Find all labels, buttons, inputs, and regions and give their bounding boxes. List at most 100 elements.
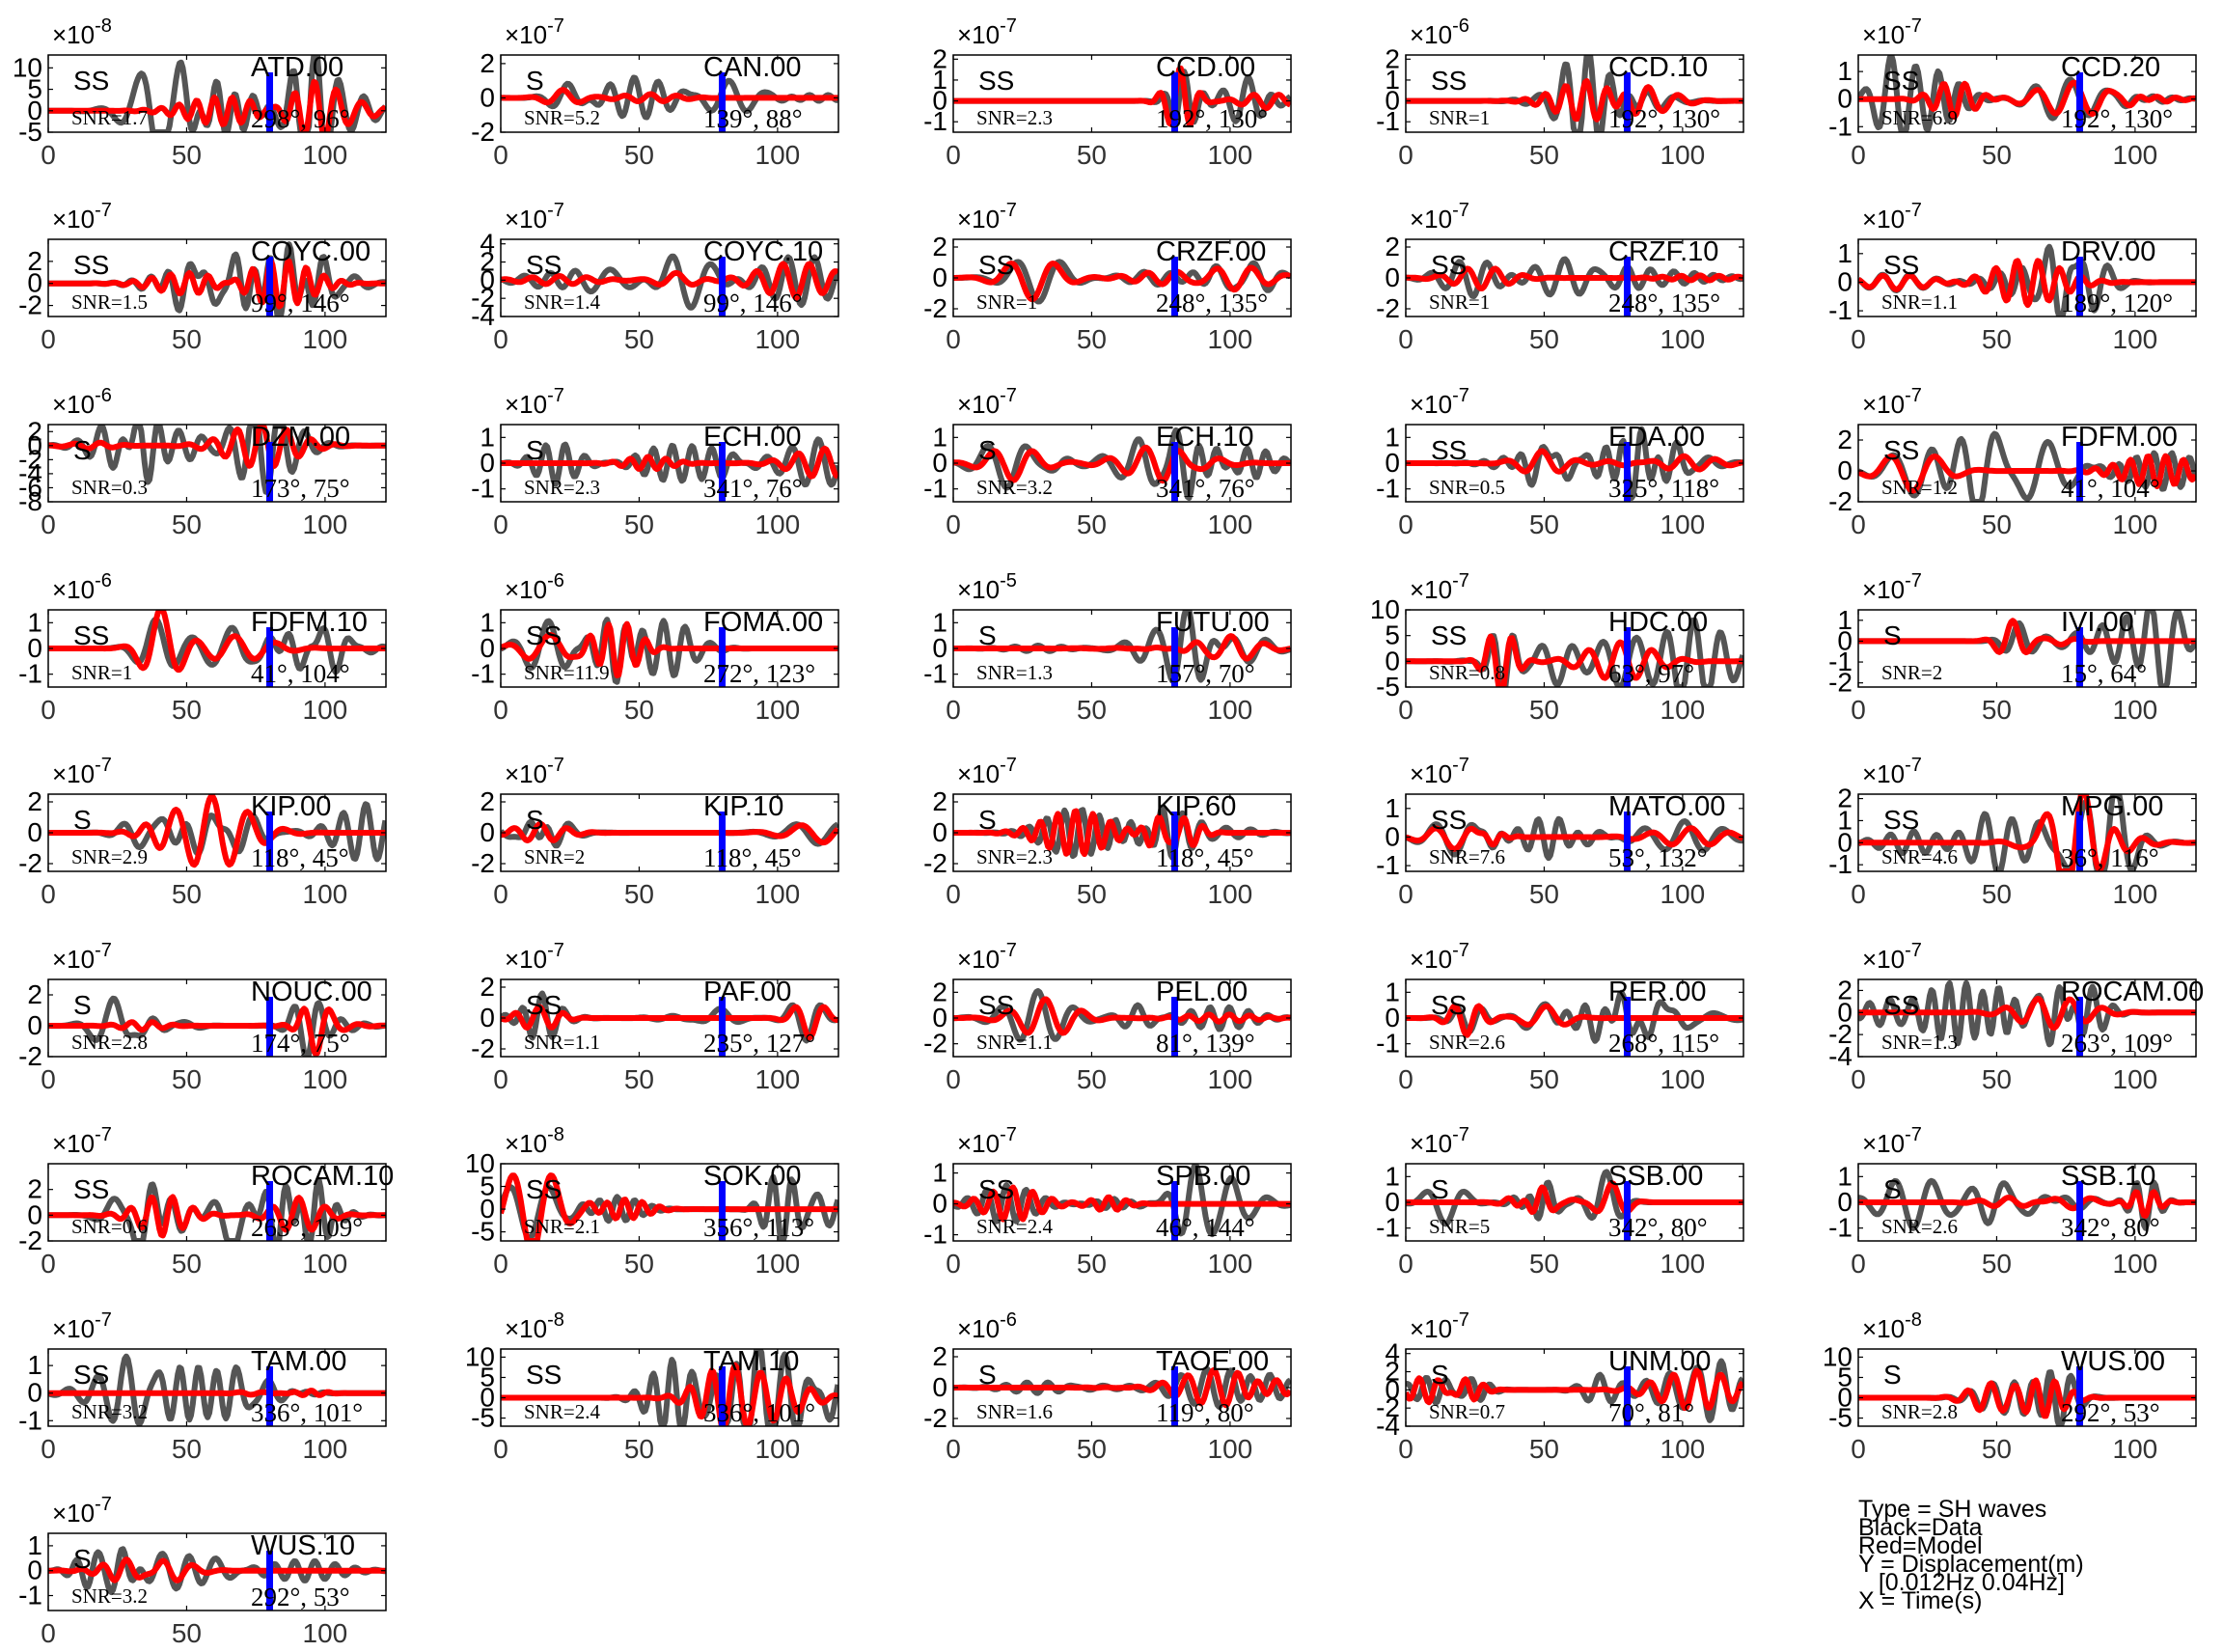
y-tick-label: 10 [1370,594,1400,624]
y-tick-label: -1 [923,474,947,504]
y-tick-label: -2 [18,290,42,320]
y-tick-label: -2 [923,1029,947,1059]
x-tick-label: 100 [755,695,801,725]
model-trace [501,1004,838,1041]
y-exponent-label: ×10-8 [505,1124,564,1158]
y-tick-label: 10 [465,1148,495,1178]
y-tick-label: 0 [1837,84,1852,114]
arrival-marker [719,627,727,687]
station-label: DRV.00 [2061,236,2155,267]
y-tick-label: 4 [1385,1338,1400,1368]
x-tick-label: 0 [41,324,56,354]
y-tick-label: -1 [18,1581,42,1611]
phase-label: S [526,66,544,96]
x-tick-label: 50 [172,1064,202,1094]
azimuth-label: 336°, 101° [703,1398,815,1427]
y-tick-label: -2 [471,117,495,147]
phase-label: SS [73,620,109,650]
model-trace [48,78,386,132]
snr-label: SNR=2.3 [976,106,1053,129]
snr-label: SNR=1 [1429,106,1490,129]
snr-label: SNR=7.6 [1429,845,1505,868]
model-trace [1406,1180,1743,1215]
x-tick-label: 0 [1851,879,1866,909]
x-tick-label: 0 [493,695,508,725]
x-tick-label: 0 [1398,1249,1413,1279]
x-tick-label: 0 [41,140,56,170]
axes-box [1405,609,1744,688]
y-exponent-label: ×10-7 [957,385,1017,419]
axes-box [47,1348,387,1427]
station-label: WUS.10 [251,1530,355,1561]
x-tick-label: 100 [303,509,348,539]
x-tick-label: 100 [2113,1434,2158,1464]
snr-label: SNR=3.2 [71,1584,148,1608]
y-tick-label: 0 [932,817,947,847]
y-tick-label: 2 [932,786,947,816]
arrival-marker [2076,1366,2084,1426]
y-exponent-label: ×10-7 [957,15,1017,49]
legend-data-color: Black=Data [1858,1514,1983,1541]
azimuth-label: 342°, 80° [2061,1213,2160,1242]
phase-label: SS [978,990,1014,1020]
arrival-marker [2076,442,2084,502]
y-tick-label: 1 [1837,605,1852,635]
y-tick-label: -8 [18,486,42,516]
y-exponent-label: ×10-7 [1410,570,1469,604]
y-exponent-label: ×10-7 [52,1124,112,1158]
x-tick-label: 0 [1851,140,1866,170]
snr-label: SNR=5 [1429,1215,1490,1238]
arrival-marker [1171,1366,1179,1426]
azimuth-label: 263°, 109° [2061,1029,2173,1058]
y-tick-label: -2 [1376,1392,1400,1422]
y-exponent-label: ×10-7 [505,385,564,419]
x-tick-label: 0 [1398,879,1413,909]
azimuth-label: 118°, 45° [1156,843,1254,872]
phase-label: SS [1431,990,1467,1020]
x-tick-label: 0 [1851,695,1866,725]
azimuth-label: 325°, 118° [1608,474,1719,503]
model-trace [1858,258,2196,309]
y-tick-label: 0 [1837,455,1852,485]
phase-label: SS [1431,250,1467,280]
axes-box [1405,793,1744,872]
phase-label: SS [526,250,562,280]
azimuth-label: 99°, 146° [251,289,350,317]
phase-label: SS [1883,990,1919,1020]
station-label: RER.00 [1608,977,1707,1007]
y-exponent-label: ×10-7 [505,755,564,788]
phase-label: S [978,435,997,465]
snr-label: SNR=6.9 [1881,106,1958,129]
snr-label: SNR=0.3 [71,476,148,499]
arrival-marker [1624,72,1632,132]
y-exponent-label: ×10-7 [52,940,112,974]
y-tick-label: 1 [27,1350,42,1380]
azimuth-label: 192°, 130° [1608,104,1720,133]
legend-type: Type = SH waves [1858,1496,2047,1523]
x-tick-label: 0 [41,509,56,539]
y-tick-label: -1 [471,474,495,504]
x-tick-label: 100 [1208,140,1253,170]
y-tick-label: 2 [1385,232,1400,262]
y-tick-label: 0 [1837,1383,1852,1413]
snr-label: SNR=0.5 [1429,476,1505,499]
y-tick-label: -5 [471,1217,495,1247]
snr-label: SNR=1.2 [1881,476,1958,499]
y-tick-label: 5 [27,74,42,104]
y-exponent-label: ×10-8 [52,15,112,49]
phase-label: S [1431,1360,1449,1390]
x-tick-label: 50 [1529,509,1559,539]
model-trace [953,65,1291,127]
azimuth-label: 139°, 88° [703,104,803,133]
y-tick-label: -4 [1828,1041,1852,1071]
station-label: CAN.00 [703,52,802,83]
